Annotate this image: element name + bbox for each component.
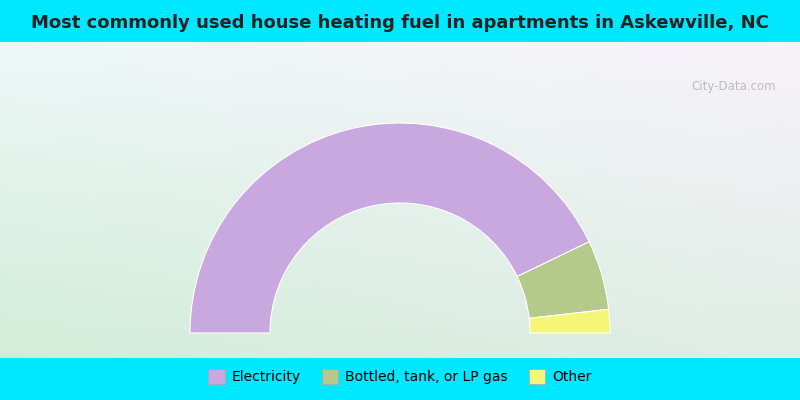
Wedge shape [517,242,609,318]
Wedge shape [529,309,610,333]
Wedge shape [190,123,589,333]
Text: City-Data.com: City-Data.com [691,80,776,93]
Text: Most commonly used house heating fuel in apartments in Askewville, NC: Most commonly used house heating fuel in… [31,14,769,32]
Legend: Electricity, Bottled, tank, or LP gas, Other: Electricity, Bottled, tank, or LP gas, O… [202,364,598,390]
